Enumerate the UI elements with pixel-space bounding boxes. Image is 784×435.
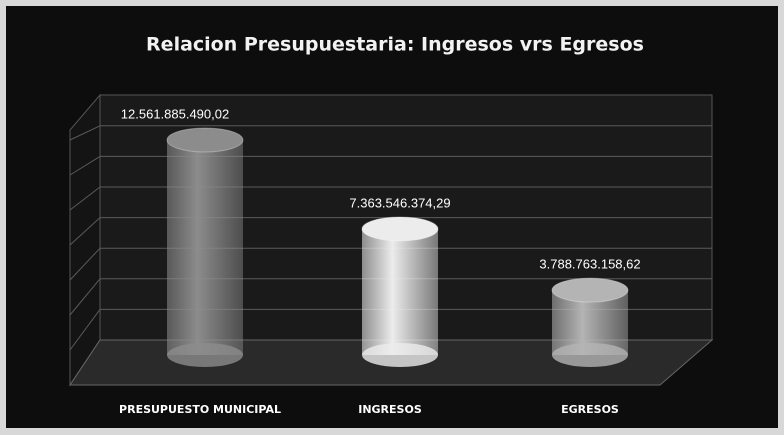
x-tick-label: INGRESOS xyxy=(358,403,422,416)
bar-top xyxy=(361,216,439,242)
grid-line xyxy=(69,186,101,211)
grid-line xyxy=(69,309,101,351)
side-wall xyxy=(69,93,101,387)
bar xyxy=(167,140,243,355)
data-label: 3.788.763.158,62 xyxy=(539,257,640,272)
x-tick-label: EGRESOS xyxy=(561,403,619,416)
grid-line xyxy=(69,155,101,176)
grid-line xyxy=(69,278,101,316)
chart-title: Relacion Presupuestaria: Ingresos vrs Eg… xyxy=(146,34,644,56)
data-label: 7.363.546.374,29 xyxy=(349,195,450,210)
grid-line xyxy=(69,217,101,246)
bar-top xyxy=(166,127,244,153)
x-tick-label: PRESUPUESTO MUNICIPAL xyxy=(119,403,281,416)
grid-line xyxy=(69,125,101,141)
grid-line xyxy=(69,247,101,281)
bar xyxy=(362,228,438,355)
data-label: 12.561.885.490,02 xyxy=(121,106,229,121)
bar-top xyxy=(551,277,629,303)
